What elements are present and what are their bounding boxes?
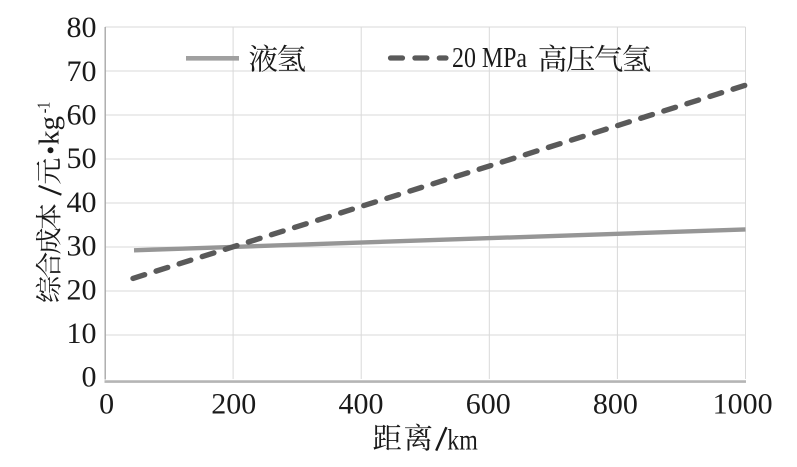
svg-text:1000: 1000	[713, 388, 773, 421]
svg-text:60: 60	[67, 98, 97, 131]
svg-text:0: 0	[99, 388, 114, 421]
svg-text:km: km	[447, 424, 478, 457]
svg-text:-1: -1	[34, 102, 54, 114]
svg-text:30: 30	[67, 230, 97, 263]
svg-text:200: 200	[211, 388, 256, 421]
svg-text:20: 20	[67, 273, 97, 306]
svg-text:kg: kg	[34, 116, 66, 145]
svg-text:400: 400	[339, 388, 384, 421]
svg-text:600: 600	[466, 388, 511, 421]
svg-text:40: 40	[67, 186, 97, 219]
svg-text:0: 0	[82, 361, 97, 394]
svg-text:80: 80	[67, 11, 97, 44]
svg-text:20 MPa: 20 MPa	[452, 43, 527, 74]
svg-text:10: 10	[67, 317, 97, 350]
svg-text:50: 50	[67, 142, 97, 175]
svg-text:70: 70	[67, 55, 97, 88]
svg-text:800: 800	[593, 388, 638, 421]
